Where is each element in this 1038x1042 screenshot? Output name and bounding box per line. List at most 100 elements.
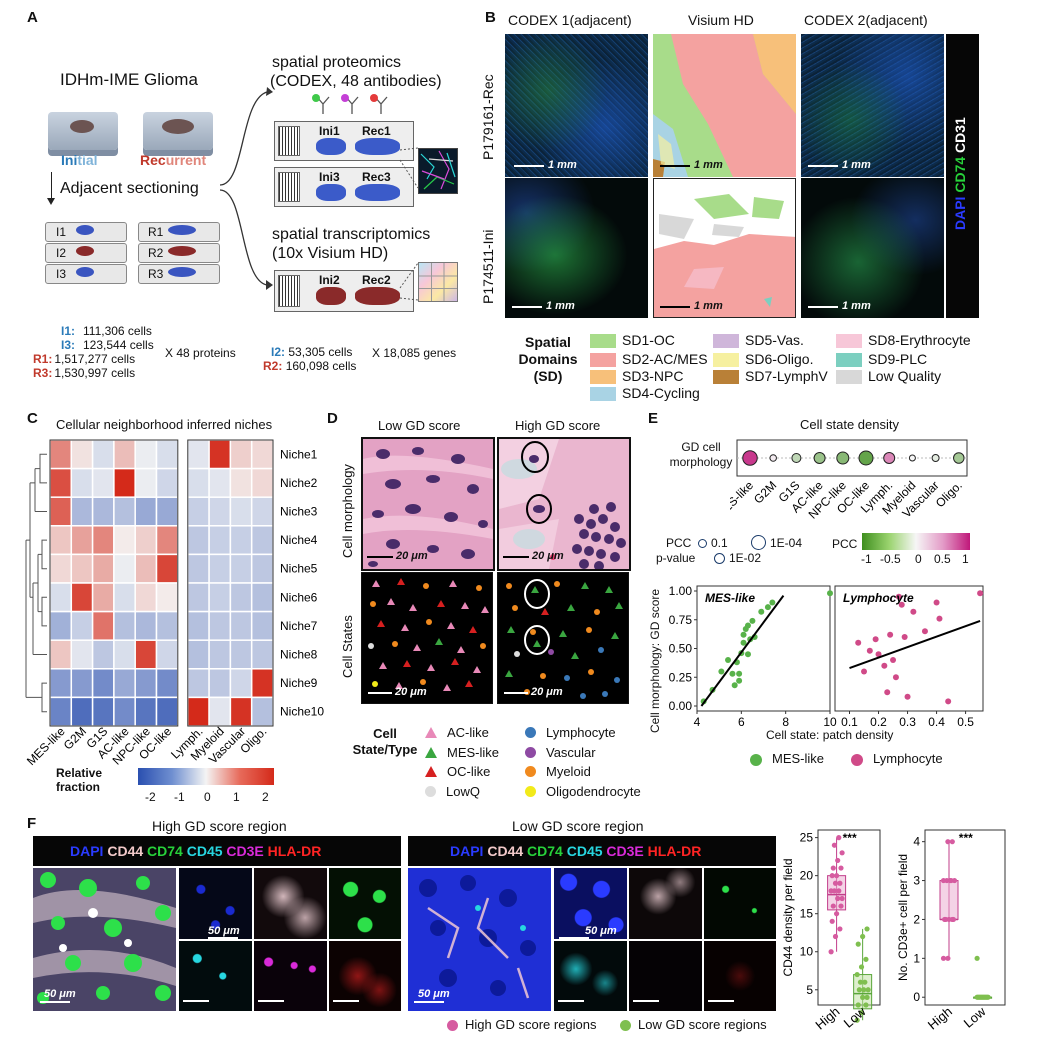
heatmap-cell (70, 639, 94, 670)
cell-marker-ac-like (473, 666, 481, 673)
scatter-point (764, 604, 771, 611)
f-low-sb-2 (558, 1000, 584, 1002)
e-title: Cell state density (800, 417, 899, 432)
box (939, 880, 959, 920)
b-col-title-3: CODEX 2(adjacent) (804, 12, 928, 28)
y-tick-label: 0.25 (669, 670, 693, 684)
pcc-dotplot: MES-likeG2MG1SAC-likeNPC-likeOC-likeLymp… (730, 439, 968, 522)
box-point (838, 903, 844, 909)
scatter-point (827, 590, 833, 597)
d-row-label-1: Cell morphology (340, 464, 355, 558)
cell-marker-mes-like (435, 638, 443, 645)
y-tick-label: 3 (913, 874, 920, 888)
heatmap-cell (250, 668, 274, 699)
recurrent-label: Recurrent (140, 152, 207, 168)
scatter-point (875, 651, 882, 658)
scatter-point (977, 590, 984, 597)
pcc-tick-1: -1 (861, 552, 872, 566)
pcc-dot (953, 452, 965, 464)
x-proteins-label: X 48 proteins (165, 346, 236, 360)
scatter-point (744, 651, 751, 658)
heatmap-cell (134, 582, 158, 613)
heatmap-cell (113, 496, 136, 527)
box-point (828, 949, 834, 955)
heatmap-right-border (187, 439, 274, 727)
heatmap-cell (229, 639, 253, 670)
sd-legend-item-7: SD7-LymphV (713, 368, 828, 385)
f-low-dapi-image (554, 868, 627, 939)
box-category-label: High (925, 1004, 955, 1033)
box-point (864, 994, 870, 1000)
y-tick-label: 0 (913, 990, 920, 1004)
pcc-dot (742, 450, 758, 466)
he-high-scalebar (503, 556, 529, 558)
f-high-title: High GD score region (152, 818, 287, 834)
chip-2-label-ini: Ini3 (319, 170, 340, 184)
scatter-point (736, 670, 743, 677)
pcc-legend-label: PCC (666, 536, 692, 550)
cell-marker-lowq (368, 643, 374, 649)
heatmap-cell (70, 553, 94, 584)
niche-label: Niche9 (280, 676, 318, 690)
cell-state-bg (361, 572, 493, 704)
cell-marker-myeloid (586, 627, 592, 633)
heatmap-cell (208, 467, 232, 498)
slide-i1-tissue (76, 225, 94, 235)
visium-ini-scale: 1 mm (694, 300, 723, 312)
box-point (856, 987, 862, 993)
transcriptomics-title: spatial transcriptomics (272, 226, 431, 243)
triangle-icon (425, 766, 437, 777)
heatmap-cell (49, 439, 73, 470)
scatter-point (718, 668, 725, 675)
box-point (977, 994, 983, 1000)
recurrent-tissue-lesion (162, 119, 194, 134)
cell-marker-lymphocyte (580, 693, 586, 699)
f-legend-low: Low GD score regions (620, 1017, 767, 1032)
scatter-point (936, 615, 943, 622)
glioma-title: IDHm-IME Glioma (60, 70, 198, 89)
cell-marker-mes-like (505, 670, 513, 677)
heatmap-colorbar (138, 768, 274, 785)
cell-legend-item: Vascular (525, 745, 596, 760)
colorbar-title: Relative fraction (56, 766, 103, 794)
scatter-frame (834, 585, 984, 712)
scatter-point (749, 617, 756, 624)
box-point (834, 911, 840, 917)
cs-low-scalebar (368, 692, 392, 694)
heatmap-cell (113, 553, 136, 584)
circle-icon (525, 766, 536, 777)
y-tick-label: 4 (913, 835, 920, 849)
cell-marker-mes-like (531, 586, 539, 593)
cell-marker-ac-like (409, 604, 417, 611)
sd-legend-item-1: SD1-OC (590, 332, 675, 349)
chip-2-barcode (278, 172, 300, 202)
box-point (982, 994, 988, 1000)
box-point (864, 926, 870, 932)
heatmap-cell (49, 525, 73, 556)
heatmap-cell (187, 639, 210, 670)
f-low-scalebar (414, 1001, 444, 1003)
codex2-rec-scale: 1 mm (842, 159, 871, 171)
heatmap-cell (70, 668, 94, 699)
visium-ini-scalebar (660, 306, 690, 308)
slide-i2-label: I2 (56, 246, 67, 260)
y-tick-label: 0.00 (669, 699, 693, 713)
heatmap-cell (155, 525, 179, 556)
niche-label: Niche8 (280, 648, 318, 662)
cell-marker-oc-like (451, 658, 459, 665)
he-low-gd-image (361, 437, 495, 571)
codex1-ini-scalebar (512, 306, 542, 308)
cell-marker-mes-like (567, 604, 575, 611)
d-row-label-2: Cell States (340, 615, 355, 678)
heatmap-cell (91, 553, 115, 584)
cell-marker-myeloid (512, 605, 518, 611)
heatmap-cell (208, 639, 232, 670)
scatter-title: MES-like (705, 591, 755, 605)
box-point (948, 877, 954, 884)
pcc-tick-2: -0.5 (880, 552, 901, 566)
niche-label: Niche2 (280, 476, 318, 490)
heatmap-cell (155, 496, 179, 527)
f-low-cd74-image (704, 868, 776, 939)
box-ylabel: CD44 density per field (781, 858, 795, 976)
heatmap-cell (49, 639, 73, 670)
